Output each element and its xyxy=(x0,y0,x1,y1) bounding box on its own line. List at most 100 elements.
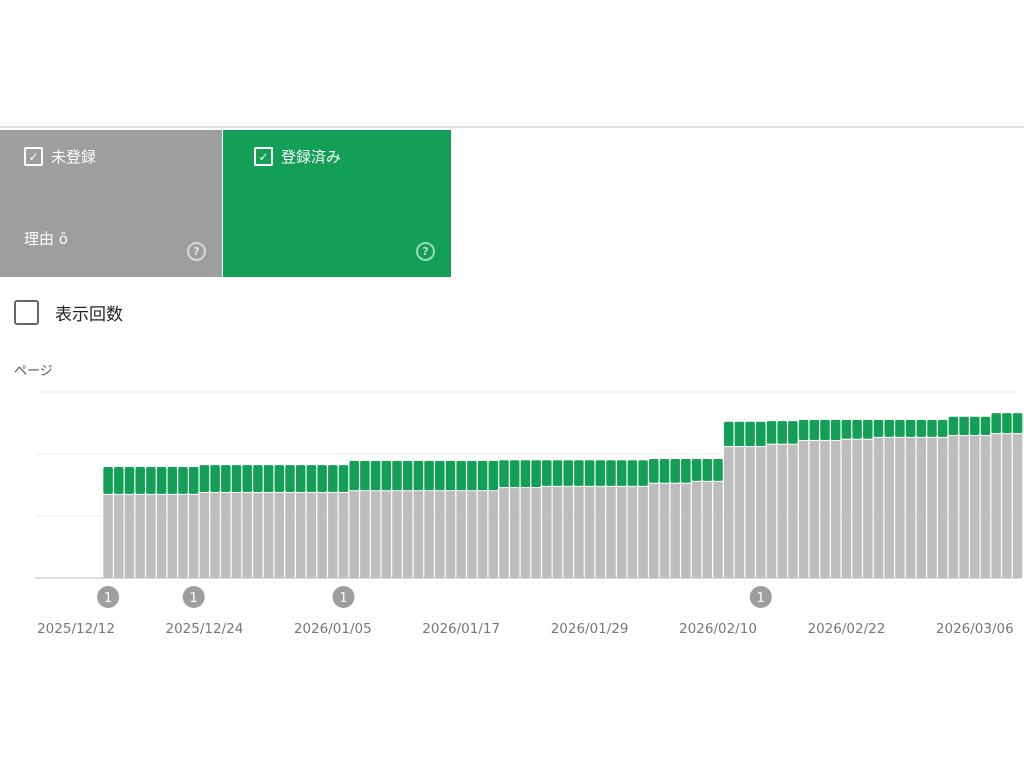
bar-indexed xyxy=(884,419,894,437)
card-not-indexed[interactable]: ✓ 未登録 理由 ō ? xyxy=(0,130,222,277)
bar-not-indexed xyxy=(317,493,327,578)
bar-not-indexed xyxy=(360,491,370,578)
bar-indexed xyxy=(231,465,242,493)
x-tick-label: 2026/01/17 xyxy=(422,621,500,637)
bar-indexed xyxy=(970,416,980,436)
card-indexed[interactable]: ✓ 登録済み ? xyxy=(223,130,451,277)
bar-not-indexed xyxy=(691,481,702,578)
bar-not-indexed xyxy=(349,491,359,578)
bar-not-indexed xyxy=(467,491,477,578)
bar-indexed xyxy=(167,467,178,494)
bar-not-indexed xyxy=(638,486,648,578)
bar-indexed xyxy=(242,465,252,493)
card-subtext: 理由 ō xyxy=(24,230,68,248)
bar-not-indexed xyxy=(263,493,274,578)
bar-indexed xyxy=(370,460,381,491)
indexed-toggle[interactable]: ✓ 登録済み xyxy=(254,146,341,167)
bar-indexed xyxy=(820,419,830,440)
bar-indexed xyxy=(552,460,563,486)
checkbox-unchecked-icon[interactable] xyxy=(14,300,39,325)
bar-indexed xyxy=(895,419,905,437)
bar-indexed xyxy=(595,460,606,486)
bar-not-indexed xyxy=(745,447,755,578)
bar-not-indexed xyxy=(274,493,285,578)
bar-not-indexed xyxy=(178,494,188,578)
bar-indexed xyxy=(766,421,777,444)
bar-indexed xyxy=(991,413,1001,434)
help-circle-icon[interactable]: ? xyxy=(187,242,206,261)
not-indexed-toggle[interactable]: ✓ 未登録 xyxy=(24,146,96,167)
card-label: 登録済み xyxy=(281,148,342,166)
bar-not-indexed xyxy=(338,493,349,578)
bar-not-indexed xyxy=(542,486,552,578)
bar-not-indexed xyxy=(777,444,787,578)
bar-not-indexed xyxy=(1002,434,1012,578)
annotation-marker xyxy=(182,586,205,608)
bar-not-indexed xyxy=(531,488,541,578)
bar-indexed xyxy=(723,421,734,447)
bar-indexed xyxy=(445,460,456,491)
bar-indexed xyxy=(691,458,702,481)
bar-indexed xyxy=(980,416,991,436)
bar-not-indexed xyxy=(927,437,937,578)
checkbox-checked-icon[interactable]: ✓ xyxy=(24,147,43,166)
bar-indexed xyxy=(627,460,638,486)
bar-not-indexed xyxy=(616,486,627,578)
impressions-toggle[interactable]: 表示回数 xyxy=(14,300,123,325)
x-tick-label: 2025/12/24 xyxy=(165,621,243,637)
bar-not-indexed xyxy=(306,493,317,578)
bar-indexed xyxy=(659,458,670,483)
bar-indexed xyxy=(103,467,113,494)
bar-not-indexed xyxy=(863,439,873,578)
bar-indexed xyxy=(542,460,552,486)
checkbox-checked-icon[interactable]: ✓ xyxy=(254,147,273,166)
x-tick-label: 2026/03/06 xyxy=(936,621,1014,637)
bar-not-indexed xyxy=(424,491,434,578)
bar-indexed xyxy=(456,460,466,491)
bar-indexed xyxy=(221,465,231,493)
bar-not-indexed xyxy=(295,493,306,578)
x-tick-label: 2026/02/22 xyxy=(807,621,885,637)
bar-indexed xyxy=(509,460,520,488)
bar-indexed xyxy=(135,467,145,494)
bar-indexed xyxy=(392,460,402,491)
annotation-label: 1 xyxy=(104,591,112,606)
bar-indexed xyxy=(114,467,124,494)
bar-indexed xyxy=(638,460,648,486)
bar-indexed xyxy=(788,421,798,444)
bar-not-indexed xyxy=(231,493,242,578)
bar-indexed xyxy=(830,419,841,440)
bar-indexed xyxy=(777,421,787,444)
bar-not-indexed xyxy=(980,436,991,578)
bar-indexed xyxy=(338,465,349,493)
bar-indexed xyxy=(745,421,755,447)
bar-not-indexed xyxy=(1012,434,1023,578)
bar-indexed xyxy=(306,465,317,493)
bar-indexed xyxy=(937,419,948,437)
bar-indexed xyxy=(520,460,531,488)
bar-indexed xyxy=(349,460,359,491)
bar-not-indexed xyxy=(509,488,520,578)
bar-not-indexed xyxy=(895,437,905,578)
bar-not-indexed xyxy=(852,439,862,578)
bar-not-indexed xyxy=(830,440,841,578)
bar-not-indexed xyxy=(242,493,252,578)
bar-indexed xyxy=(274,465,285,493)
bar-indexed xyxy=(873,419,884,437)
bar-indexed xyxy=(916,419,927,437)
help-circle-icon[interactable]: ? xyxy=(416,242,435,261)
bar-not-indexed xyxy=(948,436,959,578)
bar-indexed xyxy=(477,460,488,491)
card-label: 未登録 xyxy=(51,148,97,166)
bar-not-indexed xyxy=(991,434,1001,578)
bar-indexed xyxy=(1002,413,1012,434)
bar-not-indexed xyxy=(723,447,734,578)
bar-indexed xyxy=(531,460,541,488)
bar-not-indexed xyxy=(146,494,156,578)
bar-indexed xyxy=(295,465,306,493)
bar-indexed xyxy=(424,460,434,491)
bar-indexed xyxy=(467,460,477,491)
bar-not-indexed xyxy=(563,486,573,578)
bar-not-indexed xyxy=(435,491,445,578)
